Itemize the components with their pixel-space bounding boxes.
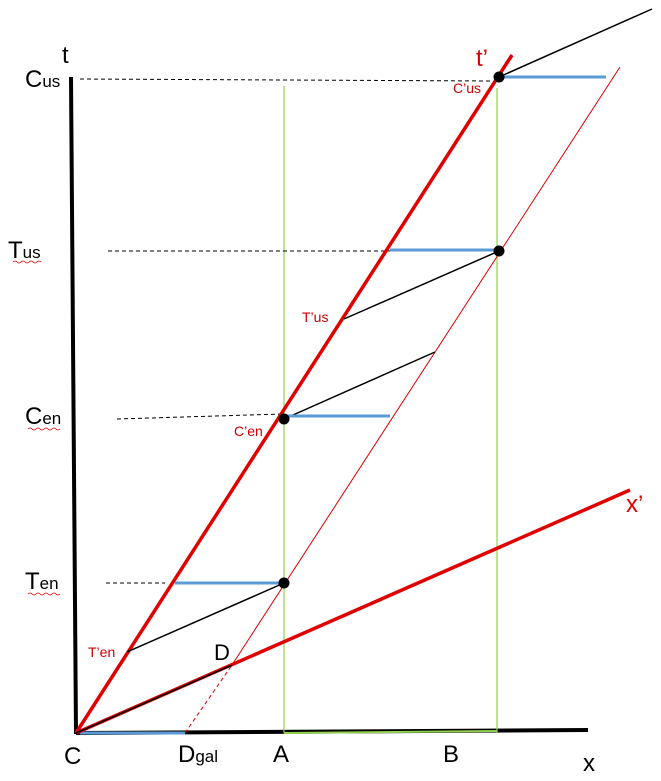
label-a: A [273, 741, 289, 768]
segment-c-d [75, 664, 233, 734]
t-axis-title: t [62, 42, 69, 69]
x-axis-title: x [583, 750, 595, 777]
spellcheck-underline-tus [12, 260, 42, 264]
label-ten: Ten [25, 568, 59, 595]
label-d: D [214, 640, 230, 665]
line-tus [343, 250, 500, 320]
dashed-cen [116, 413, 283, 420]
label-cen: Cen [25, 403, 61, 430]
t-prime-axis-title: t’ [476, 45, 488, 72]
t-prime-axis [74, 54, 514, 734]
label-origin-c: C [64, 743, 81, 770]
label-b: B [443, 741, 459, 768]
spellcheck-underline-ten [27, 592, 61, 596]
t-axis [69, 76, 78, 735]
label-tus: Tus [8, 237, 41, 264]
event-dot-cus [493, 71, 505, 83]
dashed-cus [79, 78, 491, 82]
event-dot-ten [278, 577, 290, 589]
segment-a-b [283, 730, 498, 734]
label-t-prime-us: T’us [302, 309, 328, 325]
line-ten [126, 582, 285, 653]
spellcheck-underline-cen [27, 427, 61, 431]
event-dot-tus [493, 245, 505, 257]
label-cus: Cus [25, 66, 60, 93]
line-cus [498, 8, 653, 78]
label-t-prime-en: T’en [88, 644, 115, 660]
line-cen [283, 351, 436, 420]
label-c-prime-en: C’en [234, 423, 263, 439]
thin-red-worldline [231, 66, 621, 666]
x-prime-axis-title: x’ [626, 491, 643, 518]
label-c-prime-us: C’us [453, 80, 481, 96]
label-dgal: Dgal [178, 741, 218, 768]
event-dot-cen [278, 413, 290, 425]
